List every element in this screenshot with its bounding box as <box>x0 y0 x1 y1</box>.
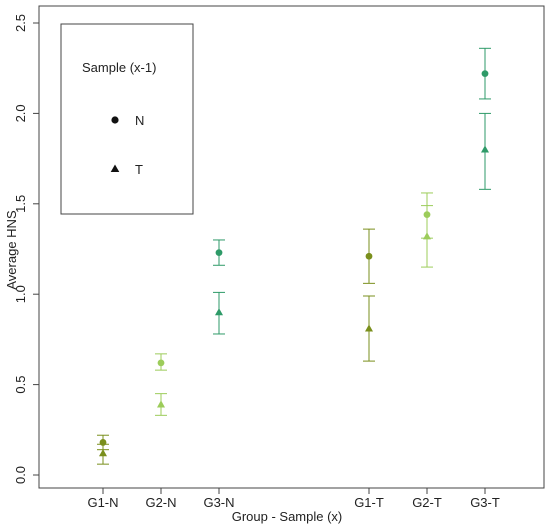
legend-label-t: T <box>135 162 143 177</box>
x-axis-title: Group - Sample (x) <box>232 509 343 524</box>
data-point-triangle <box>215 308 223 316</box>
y-axis-title: Average HNS <box>4 210 19 290</box>
data-point-circle <box>365 252 373 260</box>
data-point-triangle <box>423 232 431 240</box>
data-point-triangle <box>99 449 107 457</box>
y-axis: 0.0 0.5 1.0 1.5 2.0 2.5 <box>13 14 39 484</box>
legend-title: Sample (x-1) <box>82 60 156 75</box>
legend-label-n: N <box>135 113 144 128</box>
y-tick-label: 2.0 <box>13 104 28 122</box>
x-tick-label: G1-N <box>87 495 118 510</box>
y-tick-label: 0.0 <box>13 466 28 484</box>
data-point-triangle <box>157 400 165 408</box>
y-tick-label: 2.5 <box>13 14 28 32</box>
legend-triangle-marker <box>110 164 120 172</box>
data-point-circle <box>481 70 489 78</box>
data-point-circle <box>215 249 223 257</box>
legend-circle-marker <box>111 116 119 124</box>
x-tick-label: G2-N <box>145 495 176 510</box>
y-tick-label: 0.5 <box>13 376 28 394</box>
plot-area-frame <box>38 5 545 489</box>
data-point-triangle <box>481 145 489 153</box>
x-tick-label: G3-N <box>203 495 234 510</box>
legend-box <box>60 23 194 215</box>
data-point-circle <box>157 359 165 367</box>
x-tick-label: G1-T <box>354 495 384 510</box>
y-tick-label: 1.5 <box>13 195 28 213</box>
data-point-triangle <box>365 324 373 332</box>
data-marks <box>97 47 491 465</box>
x-tick-label: G2-T <box>412 495 442 510</box>
y-tick-label: 1.0 <box>13 285 28 303</box>
x-tick-label: G3-T <box>470 495 500 510</box>
legend: Sample (x-1) N T <box>60 23 194 215</box>
x-axis: G1-N G2-N G3-N G1-T G2-T G3-T <box>87 488 500 510</box>
